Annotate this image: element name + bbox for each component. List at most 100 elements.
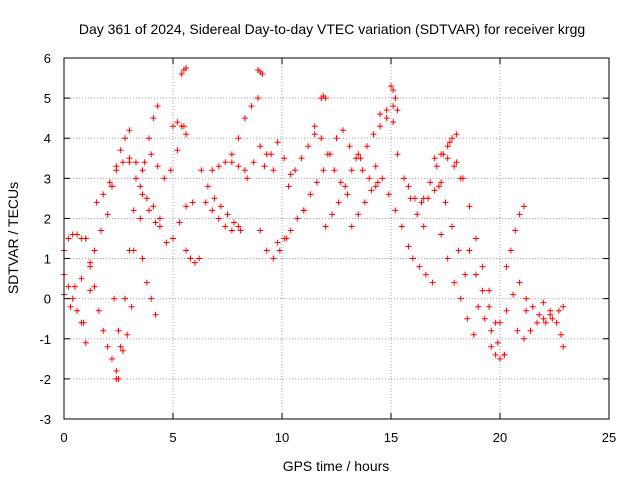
y-tick-label: 3 bbox=[44, 171, 51, 186]
data-point bbox=[529, 303, 536, 310]
data-point bbox=[285, 183, 292, 190]
series-arc-52 bbox=[503, 203, 527, 270]
data-point bbox=[248, 103, 255, 110]
data-point bbox=[361, 199, 368, 206]
data-point bbox=[451, 279, 458, 286]
data-point bbox=[294, 215, 301, 222]
data-point bbox=[433, 163, 440, 170]
data-point bbox=[307, 191, 314, 198]
data-point bbox=[405, 183, 412, 190]
data-point bbox=[113, 367, 120, 374]
data-point bbox=[211, 195, 218, 202]
data-point bbox=[163, 239, 170, 246]
data-point bbox=[473, 271, 480, 278]
data-point bbox=[547, 307, 554, 314]
data-point bbox=[466, 247, 473, 254]
data-point bbox=[228, 227, 235, 234]
series-arc-45 bbox=[444, 131, 460, 150]
series-arc-14 bbox=[148, 123, 187, 182]
plot-frame bbox=[63, 57, 610, 420]
data-point bbox=[189, 199, 196, 206]
data-point bbox=[512, 227, 519, 234]
data-point bbox=[383, 107, 390, 114]
data-point bbox=[222, 223, 229, 230]
data-point bbox=[95, 307, 102, 314]
data-point bbox=[523, 295, 530, 302]
data-point bbox=[78, 275, 85, 282]
y-tick-label: -3 bbox=[39, 412, 51, 427]
data-point bbox=[228, 159, 235, 166]
series-arc-12 bbox=[137, 103, 161, 190]
data-point bbox=[438, 231, 445, 238]
data-point bbox=[287, 171, 294, 178]
data-point bbox=[394, 107, 401, 114]
data-point bbox=[342, 183, 349, 190]
data-point bbox=[183, 65, 190, 72]
data-point bbox=[464, 315, 471, 322]
data-point bbox=[427, 179, 434, 186]
data-point bbox=[161, 175, 168, 182]
data-point bbox=[390, 119, 397, 126]
data-point bbox=[150, 115, 157, 122]
series-arc-46 bbox=[438, 231, 477, 338]
data-point bbox=[429, 279, 436, 286]
data-point bbox=[263, 247, 270, 254]
data-point bbox=[348, 223, 355, 230]
series-arc-28 bbox=[285, 131, 318, 190]
data-point bbox=[287, 227, 294, 234]
data-point bbox=[540, 315, 547, 322]
data-point bbox=[65, 283, 72, 290]
data-point bbox=[558, 331, 565, 338]
data-point bbox=[146, 207, 153, 214]
data-point bbox=[183, 131, 190, 138]
series-arc-47 bbox=[453, 159, 493, 294]
data-point bbox=[442, 199, 449, 206]
series-arc-50 bbox=[488, 343, 508, 362]
data-point bbox=[466, 203, 473, 210]
data-point bbox=[268, 151, 275, 158]
y-tick-label: 2 bbox=[44, 211, 51, 226]
data-point bbox=[235, 223, 242, 230]
y-tick-label: -1 bbox=[39, 332, 51, 347]
data-point bbox=[329, 211, 336, 218]
data-point bbox=[204, 183, 211, 190]
data-point bbox=[420, 223, 427, 230]
data-point bbox=[104, 211, 111, 218]
data-point bbox=[346, 143, 353, 150]
data-point bbox=[422, 271, 429, 278]
tick-layer: 0 5 10 15 20 25 -3 -2 -1 0 1 2 3 4 5 6 bbox=[39, 51, 616, 445]
data-point bbox=[132, 159, 139, 166]
data-point bbox=[154, 103, 161, 110]
data-point bbox=[146, 135, 153, 142]
data-point bbox=[542, 319, 549, 326]
data-point bbox=[514, 327, 521, 334]
data-point bbox=[148, 295, 155, 302]
series-arc-2 bbox=[61, 271, 89, 346]
data-point bbox=[516, 211, 523, 218]
data-point bbox=[390, 87, 397, 94]
data-point bbox=[405, 243, 412, 250]
data-point bbox=[235, 163, 242, 170]
series-arc-33 bbox=[340, 127, 379, 190]
data-point bbox=[100, 327, 107, 334]
data-point bbox=[67, 303, 74, 310]
data-point bbox=[372, 183, 379, 190]
data-point bbox=[385, 191, 392, 198]
data-point bbox=[108, 355, 115, 362]
series-arc-31 bbox=[318, 93, 329, 102]
series-arc-32 bbox=[322, 151, 362, 230]
data-point bbox=[281, 235, 288, 242]
data-point bbox=[335, 199, 342, 206]
data-point bbox=[486, 287, 493, 294]
data-point bbox=[174, 147, 181, 154]
data-point bbox=[154, 163, 161, 170]
data-point bbox=[470, 331, 477, 338]
data-point bbox=[228, 151, 235, 158]
series-arc-39 bbox=[394, 151, 427, 230]
data-point bbox=[481, 315, 488, 322]
series-arc-30 bbox=[311, 123, 351, 198]
data-point bbox=[492, 351, 499, 358]
data-point bbox=[414, 211, 421, 218]
data-point bbox=[261, 163, 268, 170]
data-point bbox=[322, 95, 329, 102]
